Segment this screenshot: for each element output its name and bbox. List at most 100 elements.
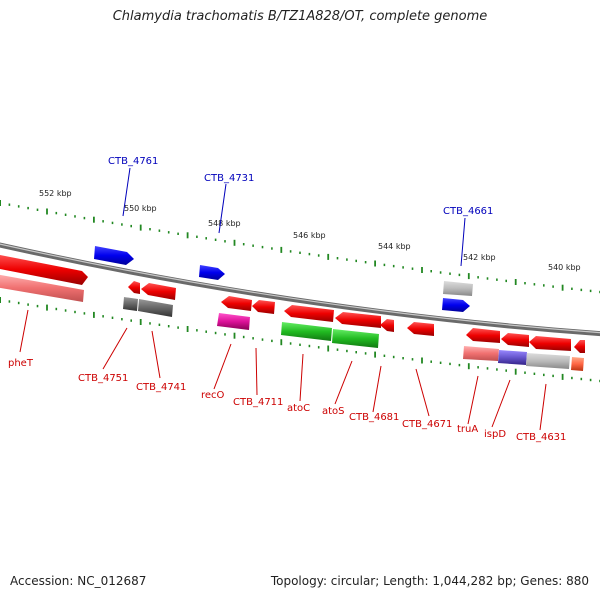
label-CTB_4631[interactable]: CTB_4631 <box>516 432 566 443</box>
inner-scale-tick <box>392 355 395 359</box>
inner-scale-tick <box>177 326 179 329</box>
inner-scale-tick <box>261 338 264 341</box>
tick-label-540: 540 kbp <box>548 263 581 272</box>
inner-scale-tick <box>552 374 554 378</box>
outer-scale-tick <box>83 216 86 220</box>
inner-scale-tick <box>496 368 498 371</box>
genome-backbone <box>0 242 600 337</box>
outer-scale-tick <box>458 273 461 277</box>
cog-recO <box>217 313 250 330</box>
inner-scale-tick <box>289 342 292 345</box>
outer-scale-tick <box>392 264 395 268</box>
outer-scale-tick <box>205 237 207 240</box>
inner-scale-tick <box>83 312 86 315</box>
inner-scale-tick <box>458 363 461 367</box>
outer-scale-tick <box>383 263 386 267</box>
label-atoC[interactable]: atoC <box>287 403 310 414</box>
outer-scale-tick <box>196 235 198 238</box>
outer-scale-tick <box>561 284 564 291</box>
inner-scale-tick <box>271 339 273 343</box>
outer-scale-tick <box>533 283 536 286</box>
outer-scale-tick <box>261 245 264 249</box>
label-CTB_4711[interactable]: CTB_4711 <box>233 397 283 408</box>
label-pheT[interactable]: pheT <box>8 358 34 369</box>
cog-atoS <box>332 329 379 348</box>
cog-truA <box>463 346 499 361</box>
cds-track-1 <box>0 254 585 353</box>
outer-scale-tick <box>514 279 517 285</box>
outer-scale-tick <box>64 213 67 216</box>
outer-scale-tick <box>55 211 58 215</box>
inner-scale-tick <box>299 343 301 346</box>
inner-scale-tick <box>308 344 311 348</box>
inner-scale-tick <box>505 369 507 372</box>
inner-scale-tick <box>186 326 189 332</box>
inner-scale-tick <box>439 361 442 364</box>
inner-scale-tick <box>93 311 95 318</box>
outer-scale-tick <box>449 272 451 275</box>
label-ispD[interactable]: ispD <box>484 429 506 440</box>
inner-scale-tick <box>252 337 254 340</box>
leader-lines <box>19 167 547 431</box>
gene-truA-cds <box>466 328 500 343</box>
label-atoS[interactable]: atoS <box>322 406 345 417</box>
cog-CTB_4741 <box>138 299 173 317</box>
outer-scale-tick <box>552 285 554 288</box>
inner-scale-tick <box>158 323 161 326</box>
outer-scale-tick <box>280 246 283 253</box>
outer-scale-tick <box>580 288 583 292</box>
inner-scale-tick <box>402 357 404 360</box>
inner-scale-tick <box>486 367 489 370</box>
outer-scale-track <box>0 200 600 294</box>
inner-scale-tick <box>364 352 367 355</box>
inner-scale-tick <box>571 376 573 380</box>
outer-scale-tick <box>346 258 348 261</box>
outer-scale-tick <box>149 228 151 231</box>
inner-scale-tick <box>514 368 517 375</box>
outer-scale-tick <box>242 243 245 246</box>
rna-features <box>94 246 470 312</box>
label-CTB_4731[interactable]: CTB_4731 <box>204 173 254 184</box>
outer-scale-tick <box>496 278 498 281</box>
outer-scale-tick <box>486 277 489 280</box>
inner-scale-tick <box>411 358 414 361</box>
outer-scale-tick <box>214 238 217 241</box>
gene-CTB_4711-cds <box>252 300 275 314</box>
inner-scale-tick <box>36 304 39 308</box>
outer-scale-tick <box>158 229 161 232</box>
label-recO[interactable]: recO <box>201 390 225 401</box>
gene-extra-cds <box>574 340 585 353</box>
inner-scale-tick <box>580 377 583 381</box>
outer-scale-tick <box>336 257 339 260</box>
label-CTB_4681[interactable]: CTB_4681 <box>349 412 399 423</box>
outer-scale-tick <box>27 206 29 210</box>
outer-scale-tick <box>571 287 573 290</box>
inner-scale-tick <box>102 315 104 318</box>
outer-scale-tick <box>74 215 76 218</box>
outer-scale-tick <box>139 224 142 231</box>
inner-scale-tick <box>374 351 376 358</box>
inner-scale-tick <box>139 319 142 325</box>
accession-text: Accession: NC_012687 <box>10 574 147 588</box>
inner-scale-tick <box>421 357 423 364</box>
gene-CTB_4731 <box>199 265 225 280</box>
label-CTB_4751[interactable]: CTB_4751 <box>78 373 128 384</box>
label-CTB_4661[interactable]: CTB_4661 <box>443 206 493 217</box>
gene-CTB_4681-cds <box>380 319 394 332</box>
label-CTB_4761[interactable]: CTB_4761 <box>108 156 158 167</box>
outer-scale-tick <box>224 240 226 243</box>
label-truA[interactable]: truA <box>457 424 478 435</box>
outer-scale-tick <box>439 271 442 274</box>
inner-scale-tick <box>561 373 564 380</box>
outer-scale-tick <box>102 220 104 223</box>
label-CTB_4741[interactable]: CTB_4741 <box>136 382 186 393</box>
tick-label-546: 546 kbp <box>293 231 326 240</box>
inner-scale-tick <box>167 325 170 328</box>
inner-scale-tick <box>477 366 479 369</box>
outer-scale-tick <box>421 267 423 273</box>
cog-extra <box>571 357 584 371</box>
map-title: Chlamydia trachomatis B/TZ1A828/OT, comp… <box>112 9 488 24</box>
outer-scale-tick <box>430 270 432 273</box>
inner-scale-tick <box>346 349 348 353</box>
label-CTB_4671[interactable]: CTB_4671 <box>402 419 452 430</box>
